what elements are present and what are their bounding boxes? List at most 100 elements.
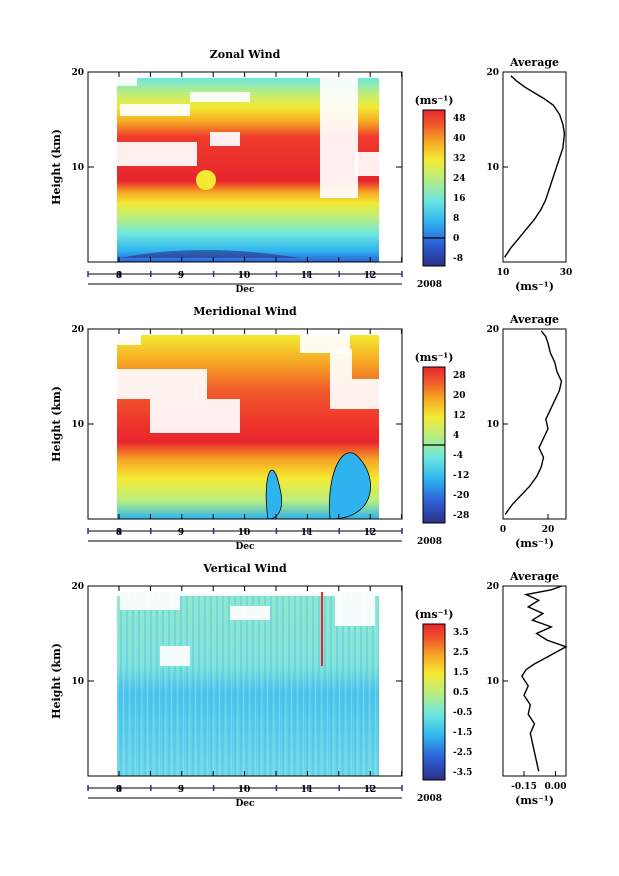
profile-x-tick-label: 0.00 bbox=[545, 782, 567, 792]
colorbar-label: 8 bbox=[453, 214, 459, 224]
month-label: Dec bbox=[235, 285, 255, 295]
missing-data-patch bbox=[117, 335, 141, 345]
profile-frame bbox=[502, 585, 567, 777]
low-wind-region bbox=[120, 250, 300, 258]
x-tick-label: 10 bbox=[238, 528, 251, 538]
profile-x-label: (ms⁻¹) bbox=[515, 280, 554, 293]
colorbar-label: -20 bbox=[453, 491, 469, 501]
profile-x-tick-label: 30 bbox=[560, 268, 573, 278]
y-tick-label: 20 bbox=[71, 325, 84, 335]
colorbar-label: -1.5 bbox=[453, 728, 472, 738]
profile-line bbox=[504, 330, 563, 515]
profile-line bbox=[504, 75, 566, 258]
x-tick-label: 10 bbox=[238, 271, 251, 281]
missing-data-patch bbox=[120, 596, 180, 610]
profile-x-tick-label: 10 bbox=[497, 268, 510, 278]
missing-data-patch bbox=[117, 142, 197, 166]
y-tick-label: 10 bbox=[71, 420, 84, 430]
profile-x-tick-label: 20 bbox=[542, 525, 555, 535]
colorbar bbox=[422, 623, 446, 781]
y-axis-label: Height (km) bbox=[50, 643, 63, 719]
profile-x-label: (ms⁻¹) bbox=[515, 537, 554, 550]
profile-x-tick-label: 0 bbox=[500, 525, 506, 535]
profile-y-tick-label: 10 bbox=[486, 677, 499, 687]
missing-data-patch bbox=[300, 335, 350, 353]
colorbar-label: -28 bbox=[453, 511, 469, 521]
y-axis-label: Height (km) bbox=[50, 386, 63, 462]
colorbar-label: 20 bbox=[453, 391, 466, 401]
panel-title: Meridional Wind bbox=[193, 305, 297, 318]
colorbar-label: 4 bbox=[453, 431, 459, 441]
colorbar-unit: (ms⁻¹) bbox=[415, 608, 454, 621]
colorbar bbox=[422, 109, 446, 267]
x-tick-label: 12 bbox=[364, 785, 377, 795]
colorbar-label: -2.5 bbox=[453, 748, 472, 758]
colorbar-label: 2.5 bbox=[453, 648, 469, 658]
x-tick-label: 12 bbox=[364, 528, 377, 538]
missing-data-patch bbox=[330, 349, 352, 409]
missing-data-patch bbox=[120, 104, 190, 116]
colorbar-label: 0.5 bbox=[453, 688, 469, 698]
panel-title: Vertical Wind bbox=[202, 562, 287, 575]
colorbar-label: 28 bbox=[453, 371, 466, 381]
x-tick-label: 11 bbox=[301, 271, 314, 281]
profile-y-tick-label: 10 bbox=[486, 163, 499, 173]
x-tick-label: 10 bbox=[238, 785, 251, 795]
missing-data-patch bbox=[320, 78, 358, 198]
missing-data-patch bbox=[355, 152, 379, 176]
missing-data-patch bbox=[190, 92, 250, 102]
year-label: 2008 bbox=[417, 537, 442, 547]
missing-data-patch bbox=[150, 399, 240, 433]
missing-data-patch bbox=[117, 592, 379, 596]
profile-y-tick-label: 10 bbox=[486, 420, 499, 430]
missing-data-patch bbox=[160, 646, 190, 666]
colorbar-label: 48 bbox=[453, 114, 466, 124]
y-tick-label: 10 bbox=[71, 163, 84, 173]
profile-title: Average bbox=[509, 313, 559, 326]
colorbar-unit: (ms⁻¹) bbox=[415, 94, 454, 107]
missing-data-patch bbox=[117, 369, 207, 399]
missing-data-patch bbox=[230, 606, 270, 620]
x-tick-label: 11 bbox=[301, 785, 314, 795]
x-tick-label: 8 bbox=[116, 528, 122, 538]
month-label: Dec bbox=[235, 799, 255, 809]
colorbar-label: 12 bbox=[453, 411, 466, 421]
colorbar-label: 16 bbox=[453, 194, 466, 204]
profile-x-tick-label: -0.15 bbox=[511, 782, 537, 792]
colorbar-label: 0 bbox=[453, 234, 459, 244]
x-tick-label: 8 bbox=[116, 271, 122, 281]
missing-data-patch bbox=[210, 132, 240, 146]
colorbar-label: -12 bbox=[453, 471, 469, 481]
colorbar-label: -0.5 bbox=[453, 708, 472, 718]
month-label: Dec bbox=[235, 542, 255, 552]
y-tick-label: 10 bbox=[71, 677, 84, 687]
panel-title: Zonal Wind bbox=[210, 48, 281, 61]
colorbar-unit: (ms⁻¹) bbox=[415, 351, 454, 364]
x-tick-label: 9 bbox=[178, 785, 184, 795]
profile-y-tick-label: 20 bbox=[486, 68, 499, 78]
x-tick-label: 11 bbox=[301, 528, 314, 538]
y-tick-label: 20 bbox=[71, 582, 84, 592]
profile-y-tick-label: 20 bbox=[486, 582, 499, 592]
colorbar-label: 24 bbox=[453, 174, 466, 184]
negative-contour bbox=[265, 469, 283, 520]
colorbar-label: -3.5 bbox=[453, 768, 472, 778]
x-tick-label: 9 bbox=[178, 528, 184, 538]
profile-frame bbox=[502, 328, 567, 520]
missing-data-patch bbox=[335, 596, 375, 626]
jet-core bbox=[196, 170, 216, 190]
profile-y-tick-label: 20 bbox=[486, 325, 499, 335]
x-tick-label: 9 bbox=[178, 271, 184, 281]
colorbar-label: -4 bbox=[453, 451, 463, 461]
panel-3: Vertical Wind Height (km) 10 20 8 9 10 11 12 Dec 2… bbox=[50, 562, 568, 809]
profile-title: Average bbox=[509, 570, 559, 583]
colorbar-label: -8 bbox=[453, 254, 463, 264]
colorbar-label: 1.5 bbox=[453, 668, 469, 678]
negative-contour bbox=[329, 452, 371, 520]
year-label: 2008 bbox=[417, 280, 442, 290]
x-tick-label: 8 bbox=[116, 785, 122, 795]
profile-line bbox=[521, 585, 568, 772]
profile-x-label: (ms⁻¹) bbox=[515, 794, 554, 807]
